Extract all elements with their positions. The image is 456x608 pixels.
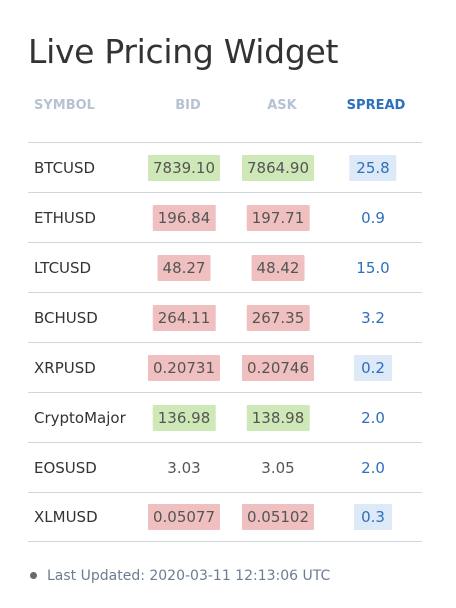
- bid-cell: 264.11: [152, 304, 216, 331]
- table-row[interactable]: LTCUSD 48.27 48.42 15.0: [28, 242, 422, 292]
- spread-cell: 25.8: [349, 154, 397, 181]
- spread-cell: 0.9: [361, 208, 385, 227]
- symbol-cell: ETHUSD: [34, 208, 96, 227]
- ask-cell: 3.05: [261, 458, 295, 477]
- spread-cell: 3.2: [361, 308, 385, 327]
- table-row[interactable]: EOSUSD 3.03 3.05 2.0: [28, 442, 422, 492]
- table-header: SYMBOL BID ASK SPREAD: [28, 94, 422, 122]
- table-row[interactable]: XRPUSD 0.20731 0.20746 0.2: [28, 342, 422, 392]
- bid-cell: 7839.10: [147, 154, 221, 181]
- bid-cell: 0.20731: [147, 354, 221, 381]
- table-row[interactable]: CryptoMajor 136.98 138.98 2.0: [28, 392, 422, 442]
- symbol-cell: LTCUSD: [34, 258, 92, 277]
- table-row[interactable]: ETHUSD 196.84 197.71 0.9: [28, 192, 422, 242]
- ask-cell: 197.71: [246, 204, 310, 231]
- header-ask[interactable]: ASK: [267, 98, 297, 113]
- symbol-cell: BCHUSD: [34, 308, 98, 327]
- header-symbol[interactable]: SYMBOL: [34, 98, 95, 113]
- bid-cell: 48.27: [157, 254, 211, 281]
- bid-cell: 136.98: [152, 404, 216, 431]
- ask-cell: 0.05102: [241, 504, 315, 530]
- symbol-cell: XRPUSD: [34, 358, 96, 377]
- ask-cell: 138.98: [246, 404, 310, 431]
- spread-cell: 2.0: [361, 458, 385, 477]
- spread-cell: 0.2: [354, 354, 392, 381]
- ask-cell: 0.20746: [241, 354, 315, 381]
- ask-cell: 267.35: [246, 304, 310, 331]
- header-spread[interactable]: SPREAD: [346, 98, 406, 113]
- status-dot-icon: [30, 571, 37, 579]
- bid-cell: 196.84: [152, 204, 216, 231]
- pricing-table: BTCUSD 7839.10 7864.90 25.8 ETHUSD 196.8…: [28, 142, 422, 542]
- symbol-cell: XLMUSD: [34, 508, 98, 526]
- symbol-cell: BTCUSD: [34, 158, 96, 177]
- spread-cell: 15.0: [356, 258, 390, 277]
- widget-title: Live Pricing Widget: [28, 32, 339, 71]
- table-row[interactable]: BCHUSD 264.11 267.35 3.2: [28, 292, 422, 342]
- spread-cell: 2.0: [361, 408, 385, 427]
- bid-cell: 3.03: [167, 458, 201, 477]
- table-row[interactable]: BTCUSD 7839.10 7864.90 25.8: [28, 142, 422, 192]
- last-updated-label: Last Updated: 2020-03-11 12:13:06 UTC: [47, 568, 331, 584]
- bid-cell: 0.05077: [147, 504, 221, 530]
- symbol-cell: CryptoMajor: [34, 408, 126, 427]
- last-updated: Last Updated: 2020-03-11 12:13:06 UTC: [30, 568, 330, 584]
- symbol-cell: EOSUSD: [34, 458, 97, 477]
- ask-cell: 48.42: [251, 254, 305, 281]
- table-row[interactable]: XLMUSD 0.05077 0.05102 0.3: [28, 492, 422, 542]
- ask-cell: 7864.90: [241, 154, 315, 181]
- header-bid[interactable]: BID: [175, 98, 201, 113]
- spread-cell: 0.3: [354, 504, 392, 530]
